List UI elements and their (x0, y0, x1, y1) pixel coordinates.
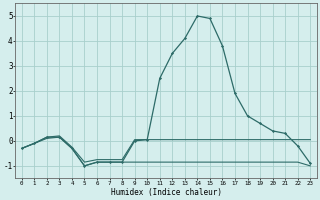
X-axis label: Humidex (Indice chaleur): Humidex (Indice chaleur) (110, 188, 221, 197)
